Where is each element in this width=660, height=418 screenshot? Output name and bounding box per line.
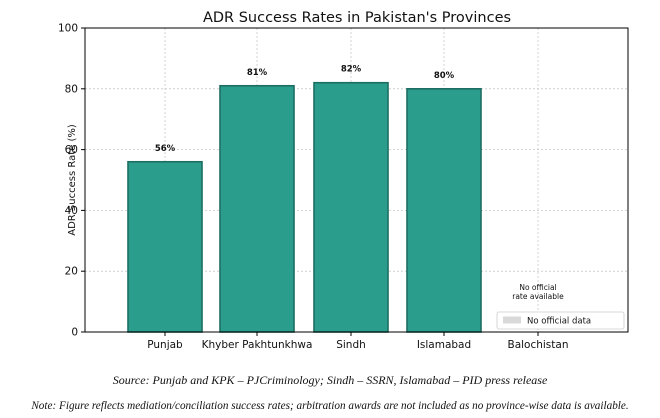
y-axis-label: ADR Success Rate (%)	[67, 124, 78, 236]
x-tick-label: Punjab	[147, 339, 183, 351]
x-tick-label: Khyber Pakhtunkhwa	[202, 339, 313, 351]
y-tick-label: 100	[58, 23, 78, 35]
y-axis-ticks: 0 20 40 60 80 100	[58, 23, 85, 339]
no-data-note-line: rate available	[512, 292, 564, 301]
x-tick-label: Sindh	[336, 339, 366, 351]
legend-label: No official data	[527, 317, 591, 327]
source-caption: Source: Punjab and KPK – PJCriminology; …	[112, 373, 548, 387]
x-tick-label: Islamabad	[417, 339, 471, 351]
legend: No official data	[496, 311, 625, 330]
y-tick-label: 60	[65, 144, 78, 156]
bars	[127, 81, 482, 333]
y-tick-label: 20	[65, 266, 78, 278]
no-data-note-line: No official	[519, 283, 556, 292]
bar-sindh	[313, 81, 389, 333]
y-tick-label: 0	[71, 327, 78, 339]
legend-swatch	[503, 316, 521, 324]
data-label: 82%	[341, 65, 362, 75]
y-tick-label: 80	[65, 83, 78, 95]
bar-punjab	[127, 160, 203, 333]
x-tick-label: Balochistan	[507, 339, 568, 351]
chart: ADR Success Rates in Pakistan's Province…	[58, 10, 629, 351]
bar-islamabad	[406, 88, 482, 333]
data-label: 56%	[155, 144, 176, 154]
note-caption: Note: Figure reflects mediation/concilia…	[31, 400, 629, 412]
data-label: 80%	[434, 71, 455, 81]
y-tick-label: 40	[65, 205, 78, 217]
data-label: 81%	[247, 68, 268, 78]
bar-khyber-pakhtunkhwa	[219, 84, 295, 333]
plot-frame	[84, 27, 629, 333]
chart-title: ADR Success Rates in Pakistan's Province…	[203, 10, 511, 26]
x-axis-ticks: Punjab Khyber Pakhtunkhwa Sindh Islamabad Ba…	[147, 332, 569, 351]
legend-box	[496, 311, 625, 330]
data-labels: 56% 81% 82% 80%	[155, 65, 455, 154]
